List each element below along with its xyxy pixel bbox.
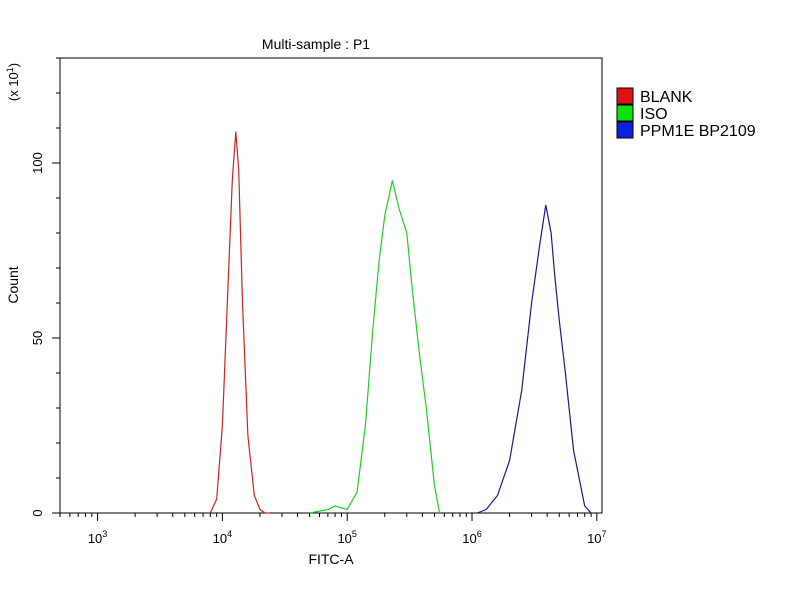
series-line-2 [309,180,441,514]
series-line-3 [476,204,592,514]
y-tick-label: 0 [30,509,45,516]
legend-swatch [616,104,634,122]
x-tick-label: 105 [337,529,356,546]
chart-title: Multi-sample : P1 [262,36,370,52]
plot-frame [59,57,603,514]
y-axis-label: Count [5,266,21,303]
x-axis-label: FITC-A [308,551,354,567]
legend-swatch [616,121,634,139]
y-axis: 0 50 100 [30,57,60,517]
x-tick-label: 107 [587,529,606,546]
series-line-1 [209,131,270,514]
legend-label: PPM1E BP2109 [640,123,756,140]
x-tick-label: 103 [88,529,107,546]
series-layer [209,131,592,514]
legend-label: BLANK [640,89,693,106]
x-tick-label: 104 [213,529,232,546]
y-multiplier-label: (x 101) [5,63,21,101]
y-tick-label: 100 [30,152,45,174]
legend-swatch [616,87,634,105]
x-tick-label: 106 [462,529,481,546]
legend-label: ISO [640,106,668,123]
y-tick-label: 50 [30,331,45,345]
x-axis: 103 104 105 106 107 [59,513,607,546]
